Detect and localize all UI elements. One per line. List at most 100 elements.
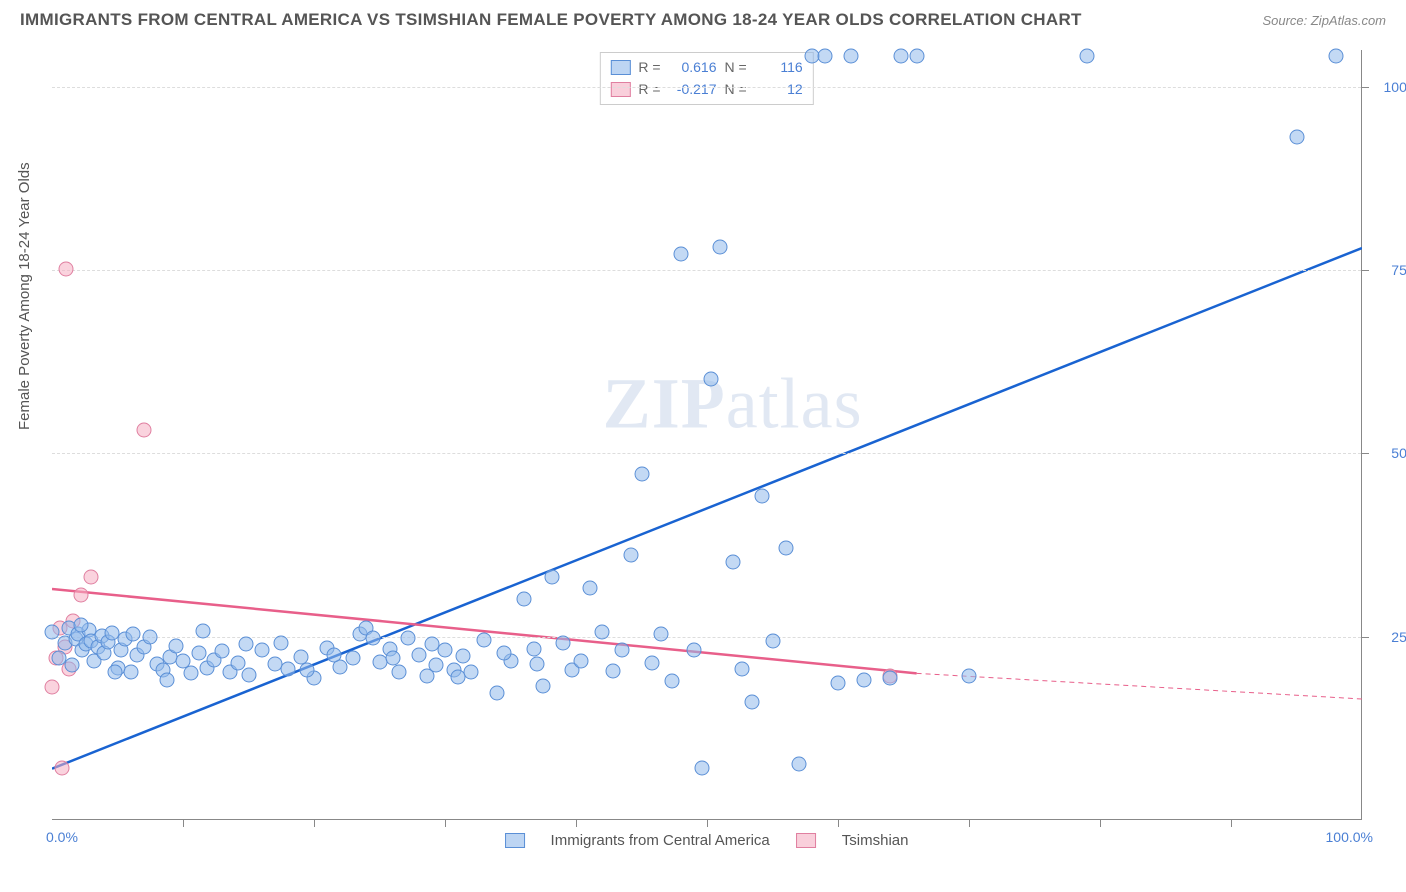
data-point — [536, 679, 551, 694]
swatch-pink-icon — [610, 82, 630, 97]
data-point — [1079, 49, 1094, 64]
data-point — [817, 49, 832, 64]
tick-x — [707, 819, 708, 827]
data-point — [844, 49, 859, 64]
data-point — [411, 647, 426, 662]
data-point — [241, 668, 256, 683]
data-point — [424, 637, 439, 652]
data-point — [238, 637, 253, 652]
data-point — [73, 588, 88, 603]
tick-x — [1100, 819, 1101, 827]
data-point — [477, 633, 492, 648]
y-tick-label: 25.0% — [1391, 629, 1406, 645]
data-point — [365, 630, 380, 645]
tick-x — [445, 819, 446, 827]
data-point — [664, 674, 679, 689]
data-point — [169, 638, 184, 653]
data-point — [1289, 130, 1304, 145]
data-point — [634, 467, 649, 482]
data-point — [529, 656, 544, 671]
data-point — [254, 643, 269, 658]
y-tick-label: 100.0% — [1384, 79, 1406, 95]
data-point — [574, 653, 589, 668]
data-point — [735, 661, 750, 676]
data-point — [428, 658, 443, 673]
series-legend: Immigrants from Central America Tsimshia… — [505, 832, 909, 849]
chart-header: IMMIGRANTS FROM CENTRAL AMERICA VS TSIMS… — [0, 0, 1406, 34]
data-point — [831, 676, 846, 691]
y-tick-label: 50.0% — [1391, 445, 1406, 461]
data-point — [545, 570, 560, 585]
legend-row-blue: R = 0.616 N = 116 — [610, 56, 802, 78]
data-point — [703, 372, 718, 387]
data-point — [962, 669, 977, 684]
data-point — [123, 665, 138, 680]
data-point — [215, 644, 230, 659]
data-point — [490, 685, 505, 700]
data-point — [280, 662, 295, 677]
data-point — [694, 760, 709, 775]
data-point — [791, 757, 806, 772]
chart-title: IMMIGRANTS FROM CENTRAL AMERICA VS TSIMS… — [20, 10, 1082, 30]
source-credit: Source: ZipAtlas.com — [1262, 13, 1386, 28]
trend-lines — [52, 50, 1362, 820]
data-point — [45, 680, 60, 695]
data-point — [644, 655, 659, 670]
data-point — [451, 669, 466, 684]
legend-row-pink: R = -0.217 N = 12 — [610, 78, 802, 100]
data-point — [300, 663, 315, 678]
tick-x — [838, 819, 839, 827]
data-point — [143, 630, 158, 645]
scatter-plot: ZIPatlas R = 0.616 N = 116 R = -0.217 N … — [52, 50, 1362, 820]
tick-x — [1231, 819, 1232, 827]
data-point — [73, 618, 88, 633]
data-point — [456, 649, 471, 664]
data-point — [765, 633, 780, 648]
watermark: ZIPatlas — [603, 362, 863, 445]
data-point — [231, 655, 246, 670]
data-point — [893, 49, 908, 64]
data-point — [392, 664, 407, 679]
data-point — [726, 555, 741, 570]
data-point — [857, 672, 872, 687]
data-point — [346, 651, 361, 666]
x-label-left: 0.0% — [46, 829, 78, 845]
data-point — [883, 671, 898, 686]
data-point — [401, 630, 416, 645]
data-point — [464, 665, 479, 680]
data-point — [614, 643, 629, 658]
data-point — [527, 641, 542, 656]
data-point — [45, 625, 60, 640]
data-point — [183, 666, 198, 681]
gridline-h — [52, 270, 1361, 271]
tick-y — [1361, 270, 1369, 271]
data-point — [516, 592, 531, 607]
data-point — [59, 262, 74, 277]
data-point — [136, 423, 151, 438]
data-point — [713, 240, 728, 255]
swatch-blue-icon — [610, 60, 630, 75]
data-point — [191, 645, 206, 660]
y-axis-title: Female Poverty Among 18-24 Year Olds — [16, 162, 33, 430]
x-label-right: 100.0% — [1326, 829, 1373, 845]
data-point — [496, 646, 511, 661]
gridline-h — [52, 453, 1361, 454]
data-point — [55, 760, 70, 775]
gridline-h — [52, 87, 1361, 88]
data-point — [605, 663, 620, 678]
data-point — [160, 672, 175, 687]
data-point — [744, 694, 759, 709]
correlation-legend: R = 0.616 N = 116 R = -0.217 N = 12 — [599, 52, 813, 105]
data-point — [673, 247, 688, 262]
data-point — [274, 636, 289, 651]
data-point — [438, 643, 453, 658]
data-point — [595, 625, 610, 640]
data-point — [624, 548, 639, 563]
data-point — [686, 643, 701, 658]
data-point — [555, 636, 570, 651]
data-point — [385, 650, 400, 665]
data-point — [909, 49, 924, 64]
data-point — [1328, 49, 1343, 64]
tick-x — [183, 819, 184, 827]
data-point — [654, 627, 669, 642]
